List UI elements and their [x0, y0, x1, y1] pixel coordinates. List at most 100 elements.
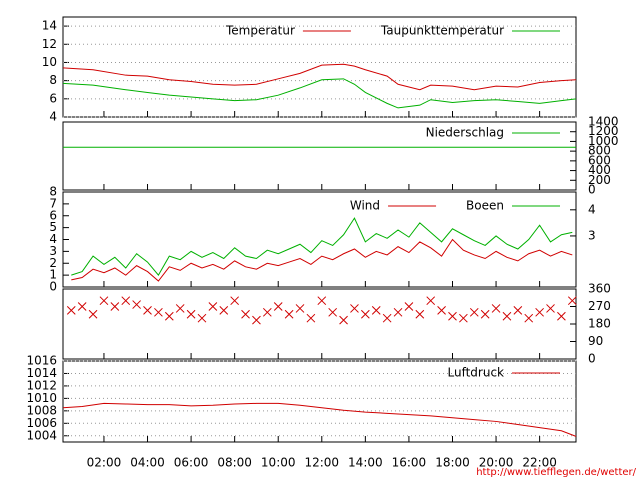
x-tick-label: 12:00: [304, 456, 339, 470]
direction-marker: [219, 306, 229, 315]
direction-marker: [459, 313, 468, 323]
direction-marker: [262, 307, 272, 317]
direction-marker: [437, 306, 446, 315]
direction-marker: [393, 307, 403, 317]
direction-marker: [306, 313, 316, 323]
direction-marker: [132, 300, 141, 309]
direction-marker: [339, 315, 348, 325]
y2-tick-label: 360: [588, 282, 611, 296]
direction-marker: [154, 307, 163, 317]
y2-tick-label: 1200: [588, 124, 619, 138]
direction-marker: [371, 306, 381, 315]
y2-tick-label: 180: [588, 317, 611, 331]
direction-marker: [99, 296, 109, 306]
y2-tick-label: 90: [588, 334, 603, 348]
y-tick-label: 1008: [26, 403, 57, 417]
y2-tick-label: 600: [588, 153, 611, 167]
x-tick-label: 06:00: [174, 456, 209, 470]
y-tick-label: 1016: [26, 354, 57, 368]
direction-marker: [361, 309, 370, 319]
direction-marker: [480, 309, 490, 319]
series-line: [71, 217, 573, 276]
direction-marker: [491, 304, 501, 313]
direction-marker: [317, 296, 327, 306]
direction-marker: [230, 296, 240, 306]
x-tick-label: 20:00: [479, 456, 514, 470]
y2-tick-label: 1000: [588, 134, 619, 148]
direction-marker: [252, 315, 261, 325]
x-tick-label: 16:00: [392, 456, 427, 470]
x-tick-label: 18:00: [435, 456, 470, 470]
y2-tick-label: 400: [588, 163, 611, 177]
y2-tick-label: 4: [588, 202, 596, 216]
direction-marker: [524, 313, 534, 323]
y2-tick-label: 0: [588, 183, 596, 197]
legend-label: Taupunkttemperatur: [380, 24, 504, 38]
direction-marker: [121, 296, 131, 306]
direction-marker: [273, 302, 283, 311]
x-tick-label: 04:00: [130, 456, 165, 470]
direction-marker: [426, 296, 436, 306]
legend-label: Luftdruck: [447, 366, 504, 380]
y-tick-label: 6: [49, 208, 57, 222]
y-tick-label: 1004: [26, 428, 57, 442]
direction-marker: [77, 302, 87, 311]
direction-marker: [295, 304, 305, 313]
y-tick-label: 1012: [26, 378, 57, 392]
direction-marker: [404, 302, 414, 311]
y-tick-label: 1014: [26, 366, 57, 380]
y2-tick-label: 200: [588, 173, 611, 187]
y-tick-label: 2: [49, 256, 57, 270]
x-tick-label: 02:00: [87, 456, 122, 470]
direction-marker: [241, 309, 250, 319]
y-tick-label: 14: [42, 19, 57, 33]
y-tick-label: 1010: [26, 391, 57, 405]
direction-marker: [328, 307, 338, 317]
y2-tick-label: 800: [588, 144, 611, 158]
direction-marker: [186, 309, 196, 319]
y-tick-label: 0: [49, 280, 57, 294]
series-line: [71, 238, 573, 282]
series-line: [62, 63, 577, 91]
y2-tick-label: 0: [588, 352, 596, 366]
legend-label: Wind: [350, 199, 380, 213]
y-tick-label: 5: [49, 220, 57, 234]
direction-marker: [143, 306, 152, 315]
panel-frame: [62, 288, 577, 360]
y-tick-label: 12: [42, 37, 57, 51]
y-tick-label: 8: [49, 73, 57, 87]
y-tick-label: 8: [49, 185, 57, 199]
y2-tick-label: 270: [588, 299, 611, 313]
legend-label: Niederschlag: [426, 126, 504, 140]
direction-marker: [284, 309, 294, 319]
y-tick-label: 4: [49, 232, 57, 246]
direction-marker: [469, 307, 479, 317]
direction-marker: [110, 302, 120, 311]
direction-marker: [546, 304, 555, 313]
direction-marker: [535, 307, 544, 317]
x-tick-label: 14:00: [348, 456, 383, 470]
y-tick-label: 4: [49, 110, 57, 124]
y2-tick-label: 1400: [588, 115, 619, 129]
source-url: http://www.tiefflegen.de/wetter/: [476, 467, 636, 478]
x-tick-label: 22:00: [522, 456, 557, 470]
direction-marker: [513, 306, 523, 315]
direction-marker: [350, 304, 359, 313]
direction-marker: [557, 311, 566, 321]
direction-marker: [164, 311, 174, 321]
direction-marker: [66, 306, 76, 315]
x-tick-label: 10:00: [261, 456, 296, 470]
direction-marker: [175, 304, 185, 313]
direction-marker: [567, 296, 577, 306]
x-tick-label: 08:00: [217, 456, 252, 470]
y-tick-label: 10: [42, 55, 57, 69]
y-tick-label: 1006: [26, 416, 57, 430]
y-tick-label: 3: [49, 244, 57, 258]
direction-marker: [208, 302, 218, 311]
y-tick-label: 1: [49, 268, 57, 282]
series-line: [62, 402, 577, 437]
direction-marker: [197, 313, 207, 323]
legend-label: Boeen: [466, 199, 504, 213]
series-line: [62, 78, 577, 109]
